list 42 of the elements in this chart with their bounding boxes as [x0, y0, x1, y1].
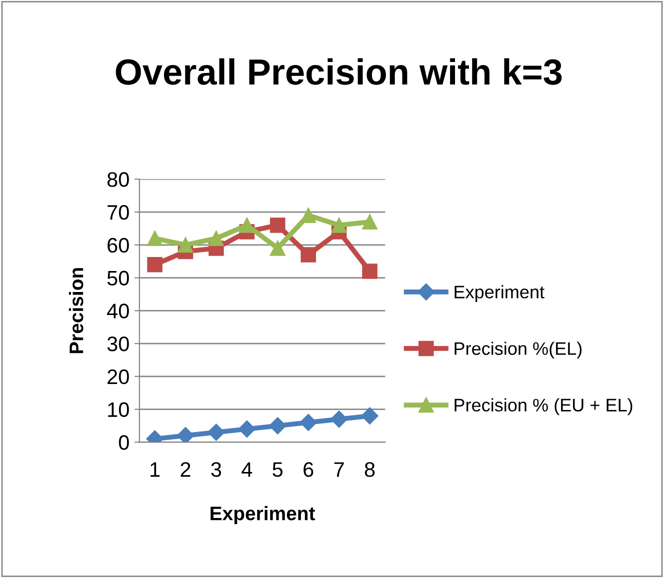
point — [147, 257, 162, 272]
x-axis-title: Experiment — [210, 506, 315, 524]
y-tick-label: 10 — [108, 402, 129, 418]
point — [300, 414, 317, 431]
x-tick-label: 3 — [211, 462, 222, 477]
y-axis-title: Precision — [68, 268, 84, 354]
point — [208, 230, 224, 246]
point — [269, 417, 286, 434]
x-tick-label: 8 — [364, 462, 375, 477]
x-tick-label: 6 — [304, 462, 314, 477]
point — [362, 214, 378, 230]
legend-label: Precision %(EL) — [454, 342, 582, 359]
legend-label: Experiment — [454, 285, 544, 302]
y-tick-label: 20 — [108, 369, 129, 384]
legend-label: Precision % (EU + EL) — [454, 398, 632, 416]
y-tick-label: 70 — [108, 205, 129, 220]
point — [300, 208, 316, 223]
point — [270, 218, 286, 233]
chart-title: Overall Precision with k=3 — [116, 58, 562, 85]
point — [300, 247, 316, 262]
point — [178, 237, 194, 253]
x-tick-label: 2 — [180, 462, 190, 477]
point — [208, 424, 225, 441]
x-tick-label: 1 — [150, 462, 160, 477]
point — [361, 407, 378, 424]
x-tick-label: 5 — [272, 462, 283, 477]
y-tick-label: 60 — [108, 238, 129, 253]
point — [330, 410, 348, 428]
y-tick-label: 40 — [107, 304, 129, 318]
point — [362, 264, 378, 279]
x-tick-label: 7 — [334, 462, 344, 477]
x-tick-label: 4 — [242, 462, 252, 477]
y-tick-label: 0 — [118, 435, 129, 450]
point — [239, 218, 255, 233]
y-tick-label: 50 — [107, 270, 129, 286]
point — [176, 427, 194, 442]
point — [147, 230, 162, 246]
y-tick-label: 30 — [107, 336, 129, 352]
point — [331, 218, 347, 233]
point — [270, 240, 286, 256]
point — [238, 420, 256, 438]
y-tick-label: 80 — [107, 172, 129, 187]
